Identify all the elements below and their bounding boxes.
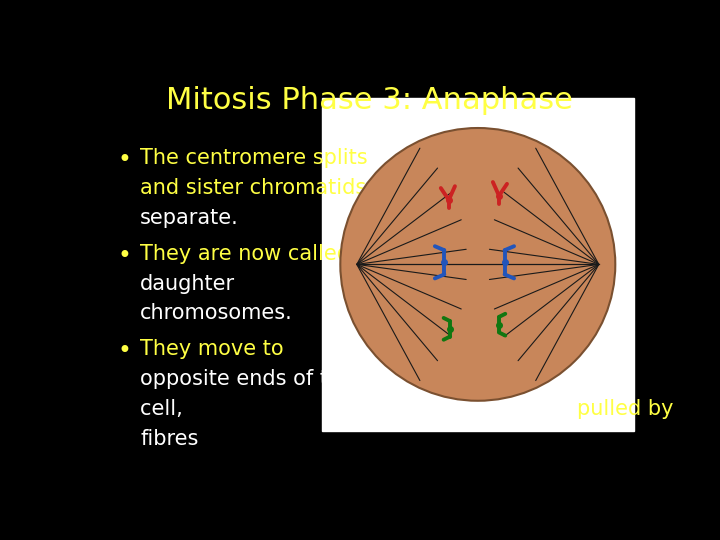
Text: pulled by: pulled by bbox=[577, 399, 674, 419]
Bar bbox=[322, 98, 634, 431]
Text: They are now called: They are now called bbox=[140, 244, 350, 264]
Text: •: • bbox=[118, 244, 132, 268]
Text: They move to: They move to bbox=[140, 339, 284, 359]
Text: The centromere splits: The centromere splits bbox=[140, 148, 368, 168]
Text: daughter: daughter bbox=[140, 274, 235, 294]
Text: •: • bbox=[118, 148, 132, 172]
Text: fibres: fibres bbox=[140, 429, 199, 449]
Text: opposite ends of the: opposite ends of the bbox=[140, 369, 354, 389]
Text: and sister chromatids: and sister chromatids bbox=[140, 178, 366, 198]
Text: cell,: cell, bbox=[140, 399, 189, 419]
Ellipse shape bbox=[341, 128, 616, 401]
Text: •: • bbox=[118, 339, 132, 363]
Text: chromosomes.: chromosomes. bbox=[140, 303, 293, 323]
Text: Mitosis Phase 3: Anaphase: Mitosis Phase 3: Anaphase bbox=[166, 85, 572, 114]
Text: separate.: separate. bbox=[140, 208, 239, 228]
